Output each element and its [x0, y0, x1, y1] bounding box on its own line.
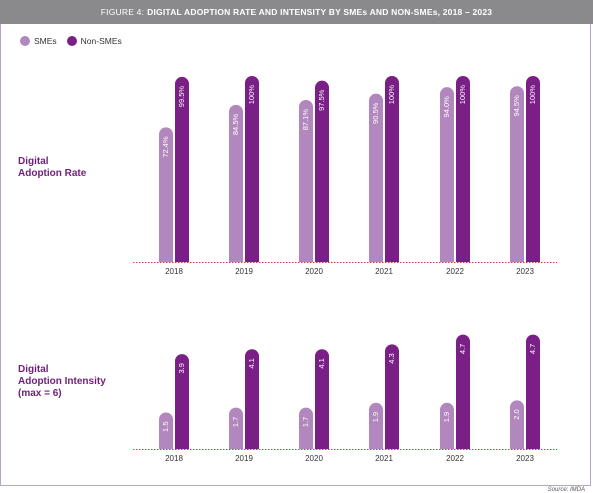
legend-swatch-smes [20, 36, 30, 46]
rate-data-label-non-smes-2019: 100% [247, 85, 256, 105]
intensity-row-label-line1: Digital [18, 364, 49, 375]
chart-legend: SMEs Non-SMEs [20, 36, 132, 46]
rate-x-tick-label-2021: 2021 [375, 267, 393, 276]
rate-data-label-smes-2021: 90.5% [371, 102, 380, 124]
rate-bar-smes-2018 [159, 127, 173, 262]
rate-data-label-non-smes-2021: 100% [387, 85, 396, 105]
rate-x-tick-label-2020: 2020 [305, 267, 323, 276]
rate-data-label-smes-2023: 94.5% [512, 95, 521, 117]
intensity-data-label-non-smes-2021: 4.3 [387, 353, 396, 363]
intensity-data-label-smes-2018: 1.5 [161, 422, 170, 432]
rate-bar-non-smes-2023 [526, 76, 540, 262]
intensity-data-label-non-smes-2022: 4.7 [458, 344, 467, 354]
intensity-x-tick-label-2022: 2022 [446, 454, 464, 463]
intensity-data-label-non-smes-2019: 4.1 [247, 358, 256, 368]
source-note: Source: IMDA [547, 487, 585, 493]
intensity-data-label-smes-2021: 1.9 [371, 412, 380, 422]
rate-data-label-smes-2018: 72.4% [161, 136, 170, 158]
rate-x-tick-label-2018: 2018 [165, 267, 183, 276]
figure-number: FIGURE 4: [100, 7, 145, 17]
intensity-data-label-smes-2023: 2.0 [512, 409, 521, 419]
intensity-x-tick-label-2020: 2020 [305, 454, 323, 463]
intensity-row-label: Digital Adoption Intensity (max = 6) [18, 364, 106, 400]
rate-data-label-non-smes-2023: 100% [528, 85, 537, 105]
rate-data-label-smes-2022: 94.0% [442, 96, 451, 118]
intensity-bar-non-smes-2018 [175, 354, 189, 449]
intensity-data-label-smes-2019: 1.7 [231, 417, 240, 427]
intensity-data-label-smes-2022: 1.9 [442, 412, 451, 422]
rate-bar-non-smes-2020 [315, 80, 329, 263]
legend-label-non-smes: Non-SMEs [80, 36, 122, 46]
intensity-bar-non-smes-2020 [315, 349, 329, 449]
rate-data-label-non-smes-2022: 100% [458, 85, 467, 105]
rate-bar-smes-2023 [510, 86, 524, 262]
rate-bar-non-smes-2021 [385, 76, 399, 262]
rate-x-tick-label-2019: 2019 [235, 267, 253, 276]
rate-bar-smes-2022 [440, 87, 454, 262]
rate-data-label-smes-2019: 84.5% [231, 114, 240, 136]
intensity-data-label-smes-2020: 1.7 [301, 417, 310, 427]
rate-x-tick-label-2023: 2023 [516, 267, 534, 276]
intensity-x-tick-label-2021: 2021 [375, 454, 393, 463]
intensity-bar-smes-2019 [229, 407, 243, 449]
intensity-bar-non-smes-2021 [385, 344, 399, 449]
intensity-bar-smes-2022 [440, 402, 454, 449]
rate-bar-smes-2019 [229, 104, 243, 262]
intensity-bar-non-smes-2023 [526, 334, 540, 449]
rate-bar-non-smes-2022 [456, 76, 470, 262]
legend-swatch-non-smes [66, 36, 77, 46]
intensity-bar-non-smes-2019 [245, 349, 259, 449]
rate-row-label-line2: Adoption Rate [18, 168, 87, 179]
rate-data-label-non-smes-2018: 99.5% [177, 86, 186, 108]
rate-bar-smes-2021 [369, 93, 383, 262]
intensity-data-label-non-smes-2018: 3.9 [177, 363, 186, 373]
rate-row-label-line1: Digital [18, 156, 49, 167]
intensity-bar-smes-2023 [510, 400, 524, 449]
intensity-data-label-non-smes-2023: 4.7 [528, 344, 537, 354]
legend-label-smes: SMEs [34, 36, 57, 46]
intensity-x-tick-label-2023: 2023 [516, 454, 534, 463]
intensity-bar-smes-2021 [369, 402, 383, 449]
intensity-row-label-line3: (max = 6) [18, 388, 62, 399]
rate-row-label: Digital Adoption Rate [18, 156, 86, 180]
intensity-x-tick-label-2019: 2019 [235, 454, 253, 463]
figure-title: DIGITAL ADOPTION RATE AND INTENSITY BY S… [147, 7, 493, 17]
rate-data-label-smes-2020: 87.1% [301, 109, 310, 131]
figure-title-bar: FIGURE 4: DIGITAL ADOPTION RATE AND INTE… [0, 0, 593, 24]
rate-bar-non-smes-2019 [245, 76, 259, 262]
intensity-row-label-line2: Adoption Intensity [18, 376, 106, 387]
legend-item-smes: SMEs [20, 36, 57, 46]
rate-data-label-non-smes-2020: 97.5% [317, 89, 326, 111]
rate-bar-smes-2020 [299, 99, 313, 262]
intensity-bar-smes-2018 [159, 412, 173, 449]
intensity-bar-non-smes-2022 [456, 334, 470, 449]
rate-bar-non-smes-2018 [175, 76, 189, 262]
intensity-bar-smes-2020 [299, 407, 313, 449]
rate-x-tick-label-2022: 2022 [446, 267, 464, 276]
intensity-data-label-non-smes-2020: 4.1 [317, 358, 326, 368]
intensity-x-tick-label-2018: 2018 [165, 454, 183, 463]
legend-item-non-smes: Non-SMEs [66, 36, 122, 46]
